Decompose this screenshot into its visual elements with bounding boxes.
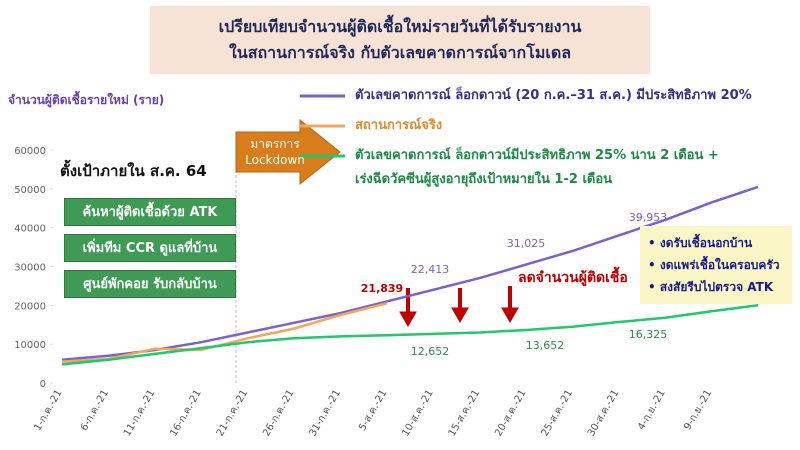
lockdown-label: มาตรการ	[250, 137, 300, 151]
annotation: 39,953	[629, 211, 668, 224]
lockdown-label: Lockdown	[245, 153, 305, 167]
title-box: เปรียบเทียบจำนวนผู้ติดเชื้อใหม่รายวันที่…	[150, 6, 650, 74]
x-tick-label: 10-ส.ค.-21	[400, 388, 435, 438]
reduce-arrows	[399, 286, 519, 328]
y-tick-label: 40000	[14, 224, 46, 235]
annotation: 31,025	[507, 237, 546, 250]
advice-item: • งดรับเชื้อนอกบ้าน	[648, 236, 753, 250]
measure-box: เพิ่มทีม CCR ดูแลที่บ้าน	[64, 234, 236, 262]
annotation: 13,652	[526, 339, 565, 352]
legend-label: ตัวเลขคาดการณ์ ล็อกดาวน์มีประสิทธิภาพ 25…	[355, 148, 719, 187]
y-axis-label: จำนวนผู้ติดเชื้อรายใหม่ (ราย)	[8, 90, 164, 108]
target-heading: ตั้งเป้าภายใน ส.ค. 64	[60, 159, 207, 180]
x-tick-label: 5-ส.ค.-21	[357, 388, 389, 433]
title-line: ในสถานการณ์จริง กับตัวเลขคาดการณ์จากโมเด…	[228, 43, 572, 62]
x-tick-label: 25-ส.ค.-21	[540, 388, 575, 438]
y-tick-label: 60000	[14, 146, 46, 157]
annotation: 12,652	[411, 345, 450, 358]
x-tick-label: 26-ก.ค.-21	[261, 388, 296, 438]
measure-box: ศูนย์พักคอย รับกลับบ้าน	[64, 270, 236, 298]
x-tick-label: 4-ก.ย.-21	[636, 388, 668, 432]
y-tick-label: 20000	[14, 301, 46, 312]
y-tick-label: 50000	[14, 185, 46, 196]
annotation: 22,413	[411, 263, 450, 276]
annotation: 21,839	[361, 282, 403, 295]
x-tick-label: 6-ก.ค.-21	[79, 388, 111, 433]
legend-label: ตัวเลขคาดการณ์ ล็อกดาวน์ (20 ก.ค.–31 ส.ค…	[355, 88, 752, 103]
series-line	[61, 304, 759, 366]
title-line: เปรียบเทียบจำนวนผู้ติดเชื้อใหม่รายวันที่…	[218, 17, 582, 36]
x-tick-label: 20-ส.ค.-21	[493, 388, 528, 438]
x-tick-label: 16-ก.ค.-21	[168, 388, 203, 438]
x-tick-label: 1-ก.ค.-21	[32, 388, 64, 433]
x-tick-label: 9-ก.ย.-21	[682, 388, 714, 432]
x-tick-label: 15-ส.ค.-21	[447, 388, 482, 438]
x-tick-label: 30-ส.ค.-21	[586, 388, 621, 438]
advice-item: • งดแพร่เชื้อในครอบครัว	[648, 258, 780, 272]
advice-item: • สงสัยรีบไปตรวจ ATK	[648, 280, 774, 294]
x-tick-label: 11-ก.ค.-21	[122, 388, 157, 438]
series-line	[61, 302, 388, 363]
measure-box: ค้นหาผู้ติดเชื้อด้วย ATK	[64, 198, 236, 226]
x-tick-label: 31-ก.ค.-21	[308, 388, 343, 438]
y-tick-label: 30000	[14, 263, 46, 274]
annotation: 16,325	[629, 328, 668, 341]
lockdown-arrow: มาตรการ Lockdown	[235, 118, 341, 186]
x-tick-label: 21-ก.ค.-21	[215, 388, 250, 438]
legend-label: สถานการณ์จริง	[355, 118, 443, 133]
y-tick-label: 0	[40, 379, 46, 390]
advice-box: • งดรับเชื้อนอกบ้าน • งดแพร่เชื้อในครอบค…	[640, 226, 792, 304]
reduce-text: ลดจำนวนผู้ติดเชื้อ	[518, 266, 628, 286]
y-tick-label: 10000	[14, 340, 46, 351]
